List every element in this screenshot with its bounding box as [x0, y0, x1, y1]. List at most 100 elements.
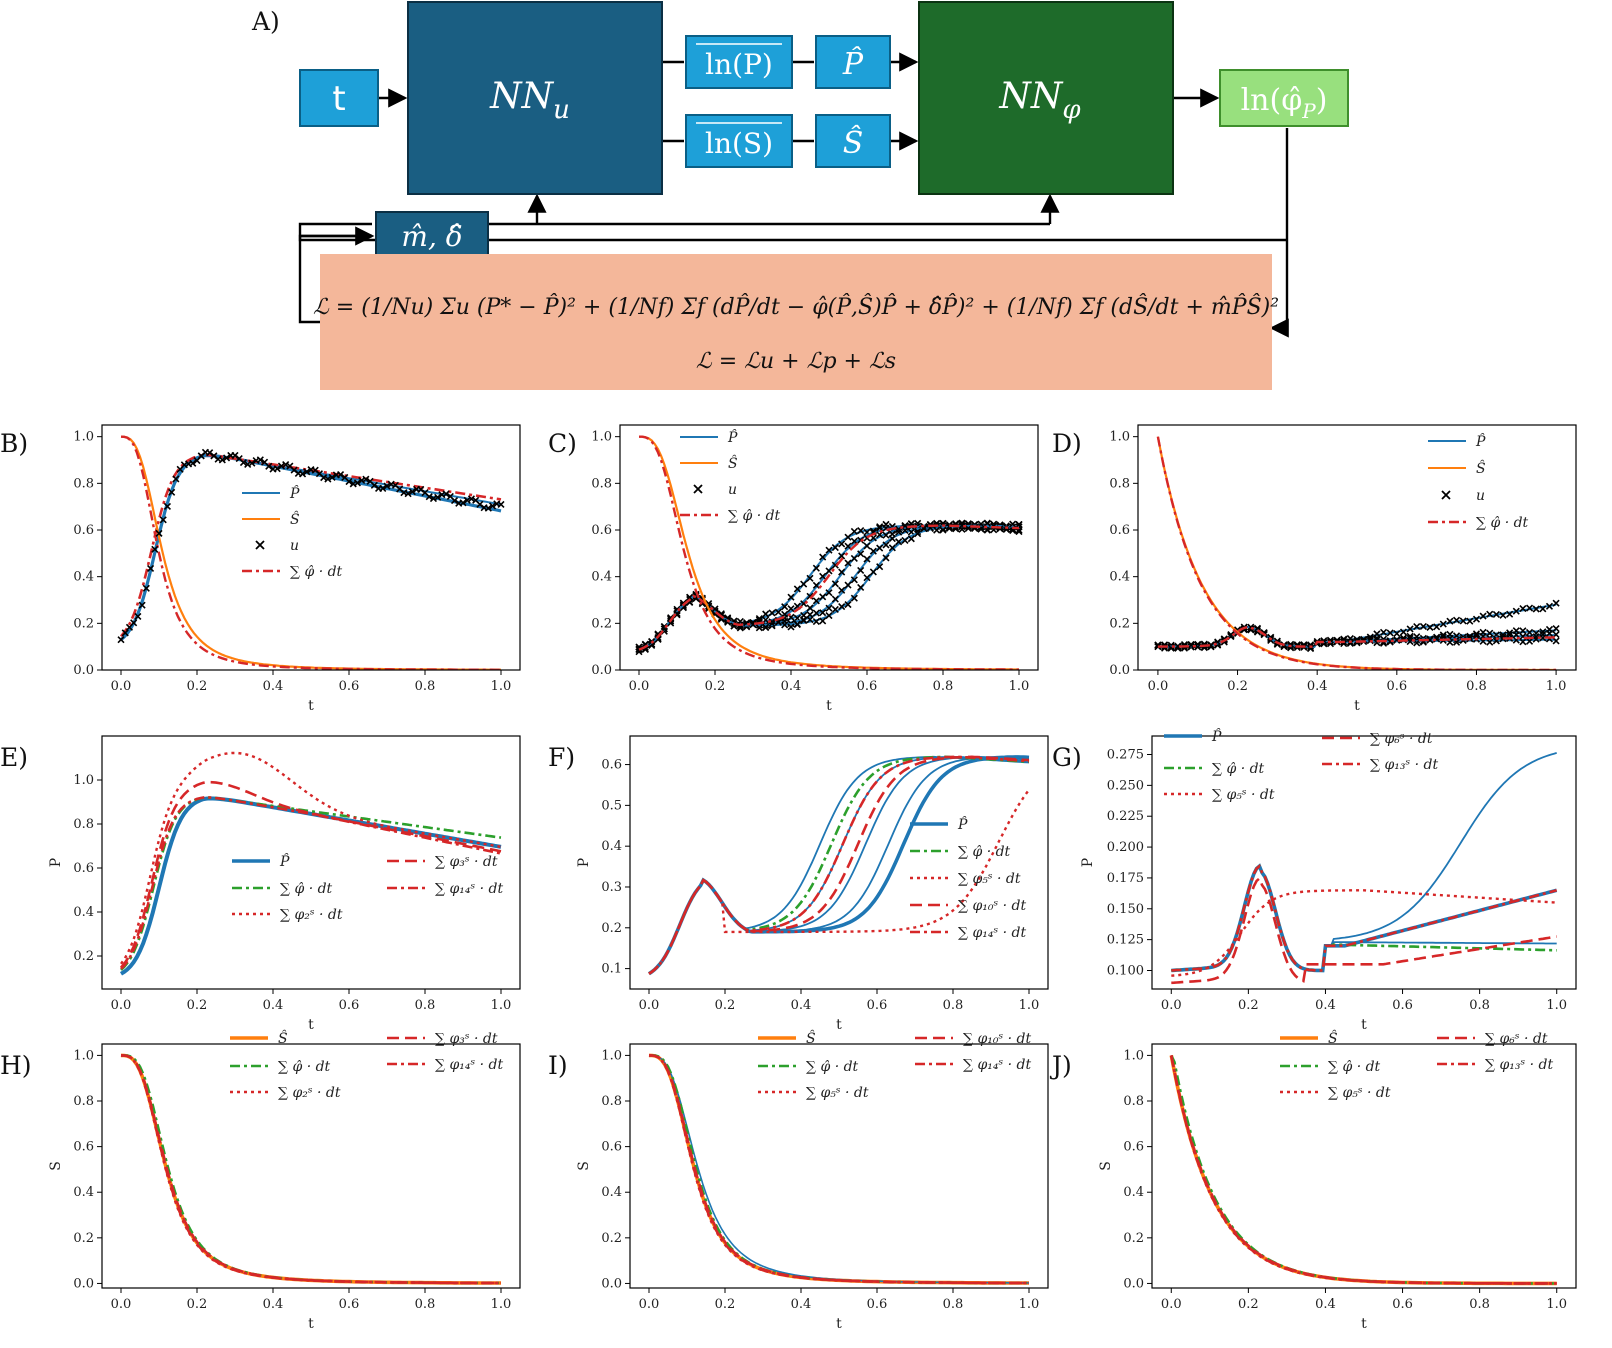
legend-label: P̂ — [279, 852, 290, 870]
data-point-marker — [298, 470, 307, 478]
series-line — [1171, 864, 1558, 972]
y-axis-label: P — [576, 858, 592, 867]
legend-entry: Ŝ — [230, 1029, 288, 1047]
data-point-marker — [939, 526, 947, 534]
y-tick-label: 0.0 — [601, 1276, 622, 1291]
data-point-marker — [844, 581, 852, 589]
x-tick-label: 0.2 — [187, 679, 208, 694]
x-tick-label: 0.4 — [263, 998, 284, 1013]
x-tick-label: 0.4 — [1315, 998, 1336, 1013]
x-tick-label: 0.2 — [1238, 998, 1259, 1013]
chart-panel-c: C) 0.0 0.2 0.4 0.6 0.8 1.0 0.0 0.2 0.4 0.6 0.8 1.0 t P… — [548, 424, 1039, 714]
y-tick-label: 0.1 — [601, 962, 622, 977]
legend-entry: ∑ φ̂ · dt — [1428, 515, 1529, 531]
y-tick-label: 0.4 — [1123, 1185, 1144, 1200]
legend-entry: ∑ φ̂ · dt — [230, 1059, 331, 1075]
legend-label: ∑ φ₆ˢ · dt — [1485, 1031, 1548, 1047]
series-line — [1171, 863, 1558, 973]
x-axis-label: t — [836, 1316, 842, 1332]
data-point-marker — [806, 604, 814, 612]
data-point-marker — [825, 612, 833, 620]
data-point-marker — [1499, 611, 1507, 619]
x-tick-label: 0.4 — [263, 1297, 284, 1312]
legend-entry: u — [255, 538, 299, 554]
data-point-marker — [1419, 622, 1427, 631]
y-tick-label: 0.275 — [1107, 748, 1144, 763]
data-point-marker — [838, 540, 846, 548]
x-axis-label: t — [836, 1017, 842, 1033]
legend-entry: P̂ — [680, 428, 738, 446]
ln-phi-output-node — [1219, 69, 1349, 127]
y-axis-label: P — [1080, 858, 1096, 867]
data-point-marker — [812, 597, 820, 605]
series-group — [117, 435, 505, 670]
legend-entry: ∑ φ̂ · dt — [1280, 1059, 1381, 1075]
x-tick-label: 0.6 — [867, 998, 888, 1013]
data-point-marker — [1446, 617, 1454, 625]
y-tick-label: 0.175 — [1107, 871, 1144, 886]
data-point-marker — [838, 586, 846, 594]
chart-panel-j: J) 0.0 0.2 0.4 0.6 0.8 1.0 0.0 0.2 0.4 0.6 0.8 1.0 t S… — [1049, 1029, 1577, 1332]
data-point-marker — [277, 462, 286, 470]
legend-entry: P̂ — [232, 852, 290, 870]
x-tick-label: 0.6 — [339, 998, 360, 1013]
data-point-marker — [812, 581, 820, 589]
legend-label: ∑ φ̂ · dt — [728, 508, 781, 524]
legend-entry: Ŝ — [1428, 459, 1486, 477]
legend-entry: P̂ — [910, 815, 968, 833]
y-tick-label: 0.2 — [1109, 616, 1130, 631]
data-point-marker — [895, 538, 903, 546]
plot-frame — [1151, 735, 1577, 990]
data-point-marker — [1479, 612, 1487, 620]
legend-entry: ∑ φ₁₀ˢ · dt — [915, 1031, 1032, 1047]
series-line — [638, 524, 1020, 651]
data-point-marker — [488, 502, 497, 510]
data-point-marker — [273, 465, 281, 473]
data-point-marker — [673, 611, 681, 619]
chart-panel-d: D) 0.0 0.2 0.4 0.6 0.8 1.0 0.0 0.2 0.4 0.6 0.8 1.0 t P… — [1052, 424, 1577, 714]
y-tick-label: 1.0 — [1123, 1048, 1144, 1063]
x-tick-label: 1.0 — [491, 679, 512, 694]
data-point-marker — [806, 592, 814, 600]
x-tick-label: 0.4 — [1307, 679, 1328, 694]
panel-label: C) — [548, 429, 577, 458]
data-point-marker — [958, 521, 966, 530]
x-tick-label: 0.8 — [415, 998, 436, 1013]
legend-entry: ∑ φ₂ˢ · dt — [232, 907, 343, 923]
y-tick-label: 0.6 — [73, 523, 94, 538]
data-point-marker — [320, 474, 328, 482]
x-tick-label: 0.8 — [415, 1297, 436, 1312]
y-tick-label: 0.0 — [73, 1276, 94, 1291]
legend-label: ∑ φ₁₄ˢ · dt — [435, 1057, 504, 1073]
legend-entry: ∑ φ₁₄ˢ · dt — [910, 925, 1027, 941]
y-tick-label: 0.6 — [73, 861, 94, 876]
x-tick-label: 0.2 — [1227, 679, 1248, 694]
legend-entry: ∑ φ₆ˢ · dt — [1322, 731, 1433, 747]
legend-entry: ∑ φ₅ˢ · dt — [1280, 1085, 1391, 1101]
panel-label-a: A) — [251, 7, 280, 36]
data-point-marker — [812, 564, 820, 572]
s-hat-label: Ŝ — [843, 125, 864, 161]
data-point-marker — [812, 609, 820, 617]
x-tick-label: 0.6 — [339, 679, 360, 694]
y-tick-label: 0.200 — [1107, 840, 1144, 855]
data-point-marker — [336, 471, 345, 479]
chart-panel-g: G) 0.0 0.2 0.4 0.6 0.8 1.0 0.100 0.125 0.150 0.175… — [1052, 727, 1577, 1033]
x-tick-label: 0.4 — [1315, 1297, 1336, 1312]
data-point-marker — [404, 490, 412, 498]
y-tick-label: 1.0 — [73, 430, 94, 445]
data-point-marker — [222, 454, 231, 462]
p-hat-label: P̂ — [842, 47, 864, 82]
data-point-marker — [831, 605, 839, 614]
plot-frame — [101, 1043, 521, 1289]
data-point-marker — [1379, 628, 1388, 636]
series-line — [638, 524, 1020, 651]
x-tick-label: 0.2 — [1238, 1297, 1259, 1312]
legend-label: ∑ φ₅ˢ · dt — [958, 871, 1021, 887]
data-point-marker — [138, 601, 146, 609]
series-line — [648, 1054, 1030, 1285]
data-point-marker — [876, 523, 884, 531]
series-line — [648, 755, 1030, 975]
data-point-marker — [1015, 521, 1023, 529]
legend-label: Ŝ — [278, 1029, 288, 1047]
